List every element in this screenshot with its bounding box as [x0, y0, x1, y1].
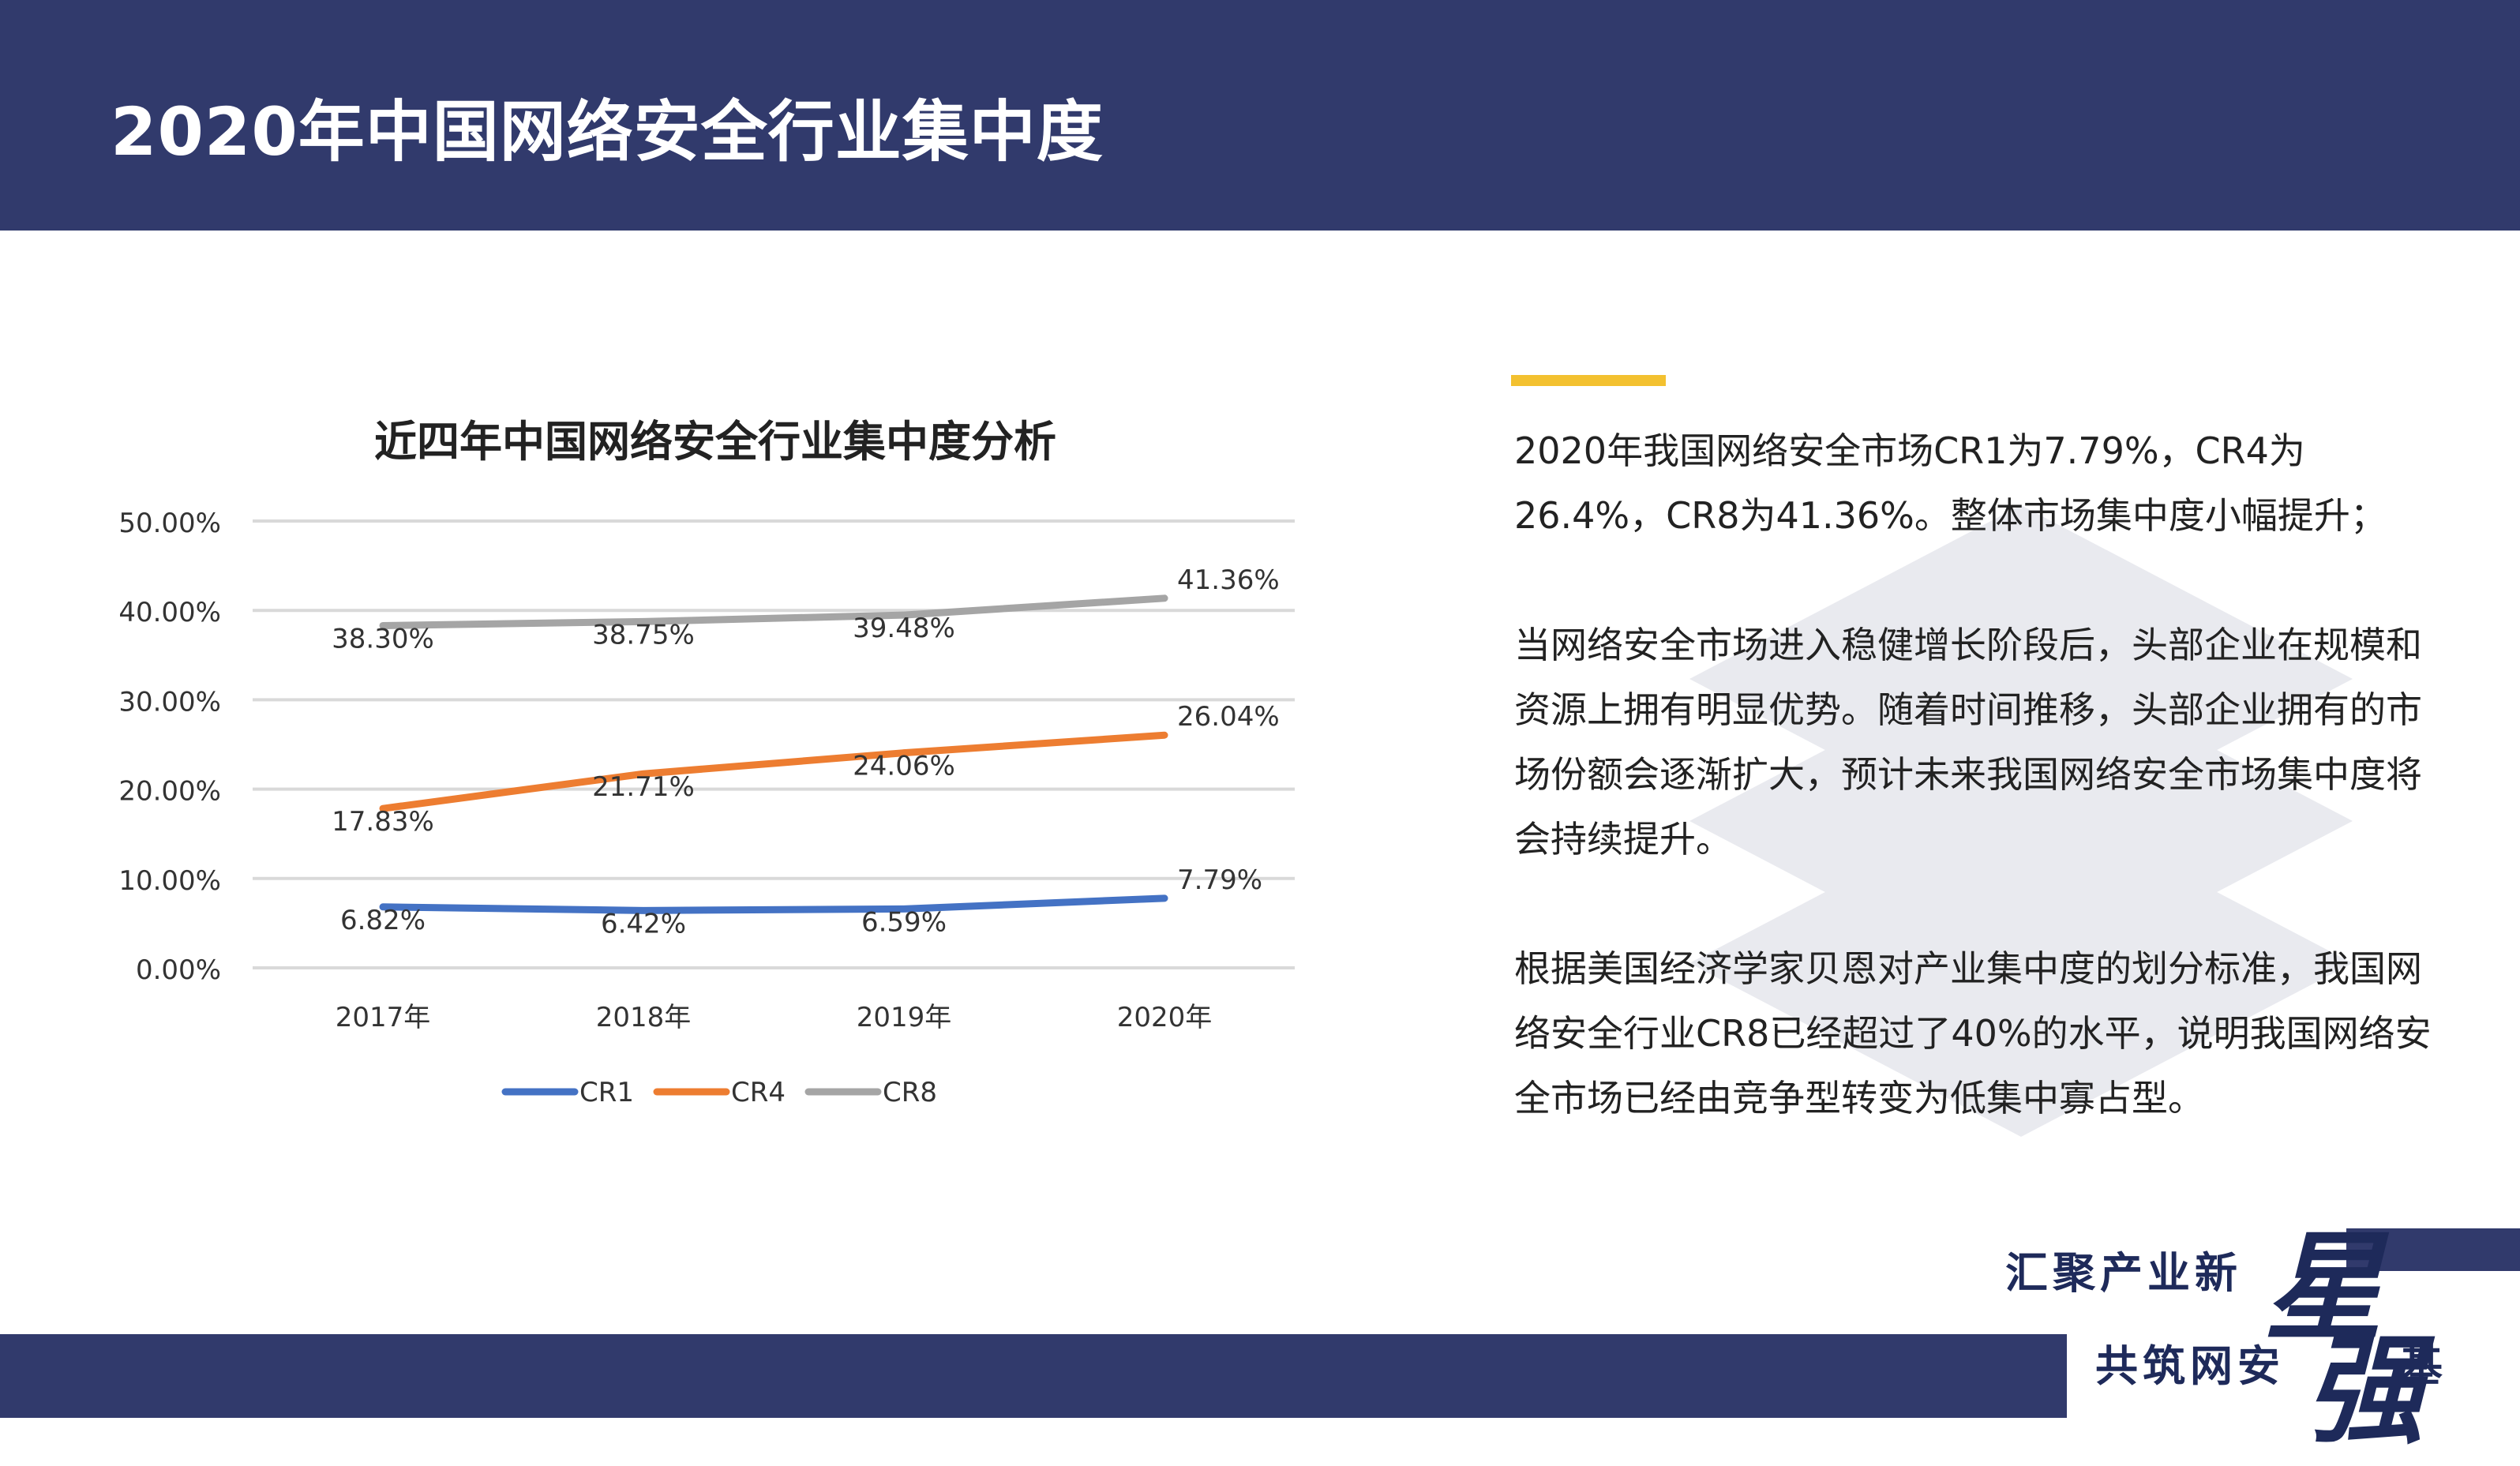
paragraph-3: 根据美国经济学家贝恩对产业集中度的划分标准，我国网络安全行业CR8已经超过了40… — [1514, 947, 2432, 1119]
header-bar: 2020年中国网络安全行业集中度 — [0, 0, 2520, 231]
y-tick-label: 50.00% — [118, 508, 221, 539]
slogan-line-1: 汇聚产业新 — [2005, 1248, 2242, 1298]
chart-title: 近四年中国网络安全行业集中度分析 — [374, 417, 1056, 467]
data-label: 24.06% — [853, 751, 955, 782]
chart-series — [379, 594, 1168, 914]
y-tick-label: 0.00% — [136, 954, 221, 986]
series-line-cr8 — [379, 594, 1168, 629]
footer-bar — [0, 1334, 2067, 1418]
data-label: 6.82% — [340, 905, 426, 936]
slogan-tail: 基 — [2400, 1341, 2447, 1391]
x-tick-label: 2018年 — [596, 1002, 692, 1033]
series-line-cr4 — [379, 731, 1168, 812]
chart-legend: CR1 CR4 CR8 — [501, 1077, 937, 1108]
data-label: 26.04% — [1177, 701, 1280, 733]
y-tick-label: 10.00% — [118, 865, 221, 897]
x-axis: 2017年 2018年 2019年 2020年 — [336, 1002, 1213, 1033]
data-label: 6.59% — [861, 906, 947, 938]
data-labels: 6.82% 6.42% 6.59% 7.79% 17.83% 21.71% 24.06% 26… — [332, 564, 1279, 940]
x-tick-label: 2019年 — [857, 1002, 952, 1033]
footer-accent-bar — [2346, 1228, 2520, 1271]
x-tick-label: 2017年 — [336, 1002, 431, 1033]
y-tick-label: 30.00% — [118, 686, 221, 718]
data-label: 39.48% — [853, 613, 955, 644]
legend-label: CR1 — [579, 1077, 634, 1108]
description-text: 2020年我国网络安全市场CR1为7.79%，CR4为26.4%，CR8为41.… — [1514, 418, 2446, 1195]
data-label: 6.42% — [601, 908, 686, 939]
data-label: 17.83% — [332, 806, 434, 838]
x-tick-label: 2020年 — [1117, 1002, 1213, 1033]
accent-line — [1511, 375, 1666, 386]
y-tick-label: 40.00% — [118, 597, 221, 628]
legend-label: CR4 — [731, 1077, 786, 1108]
page-title: 2020年中国网络安全行业集中度 — [111, 93, 1104, 171]
paragraph-1: 2020年我国网络安全市场CR1为7.79%，CR4为26.4%，CR8为41.… — [1514, 429, 2387, 537]
chart-grid — [253, 519, 1295, 969]
data-label: 21.71% — [592, 771, 695, 803]
slogan-big-char-1: 星 — [2264, 1218, 2383, 1357]
series-line-cr1 — [379, 894, 1168, 914]
legend-label: CR8 — [883, 1077, 937, 1108]
y-tick-label: 20.00% — [118, 776, 221, 808]
slogan-line-2: 共筑网安 — [2095, 1341, 2285, 1391]
background-decoration — [1689, 505, 2353, 1137]
data-label: 38.30% — [332, 623, 434, 654]
data-label: 7.79% — [1177, 864, 1262, 896]
paragraph-2: 当网络安全市场进入稳健增长阶段后，头部企业在规模和资源上拥有明显优势。随着时间推… — [1514, 624, 2422, 860]
line-chart: 近四年中国网络安全行业集中度分析 50.00% 40.00% 30.00% 20.00… — [118, 417, 1295, 1108]
data-label: 41.36% — [1177, 564, 1280, 596]
data-label: 38.75% — [592, 619, 695, 651]
y-axis: 50.00% 40.00% 30.00% 20.00% 10.00% 0.00% — [118, 508, 221, 986]
